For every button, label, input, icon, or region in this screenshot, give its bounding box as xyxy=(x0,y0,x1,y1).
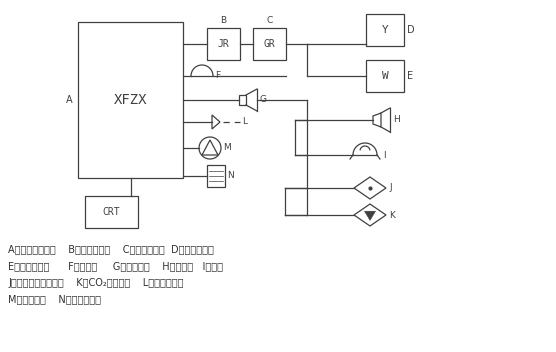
Text: W: W xyxy=(381,71,389,81)
Text: F: F xyxy=(215,71,220,81)
Bar xyxy=(207,28,240,60)
Text: C: C xyxy=(266,16,272,25)
Text: E: E xyxy=(407,71,413,81)
Text: G: G xyxy=(260,95,267,105)
Text: B: B xyxy=(220,16,226,25)
Text: GR: GR xyxy=(264,39,275,49)
Text: M: M xyxy=(223,144,231,152)
Text: K: K xyxy=(389,210,395,220)
Text: A、消防控制中心    B、报警控制器    C、楼层显示器  D、感烟探测器
E、感温探测器      F、通风口     G、消防广播    H、扬声器  : A、消防控制中心 B、报警控制器 C、楼层显示器 D、感烟探测器 E、感温探测器… xyxy=(8,244,223,304)
Text: N: N xyxy=(227,171,234,181)
Bar xyxy=(78,22,183,178)
Bar xyxy=(366,14,404,46)
Text: JR: JR xyxy=(217,39,230,49)
Polygon shape xyxy=(364,211,376,220)
Bar xyxy=(85,196,138,228)
Text: L: L xyxy=(242,118,247,126)
Bar xyxy=(253,28,286,60)
Bar xyxy=(207,165,225,187)
Bar xyxy=(366,60,404,92)
Text: A: A xyxy=(66,95,73,105)
Text: XFZX: XFZX xyxy=(114,93,147,107)
Text: D: D xyxy=(407,25,415,35)
Bar xyxy=(239,95,246,105)
Text: H: H xyxy=(393,115,400,125)
Text: Y: Y xyxy=(381,25,389,35)
Text: J: J xyxy=(389,183,391,193)
Text: I: I xyxy=(383,151,386,159)
Text: CRT: CRT xyxy=(103,207,120,217)
